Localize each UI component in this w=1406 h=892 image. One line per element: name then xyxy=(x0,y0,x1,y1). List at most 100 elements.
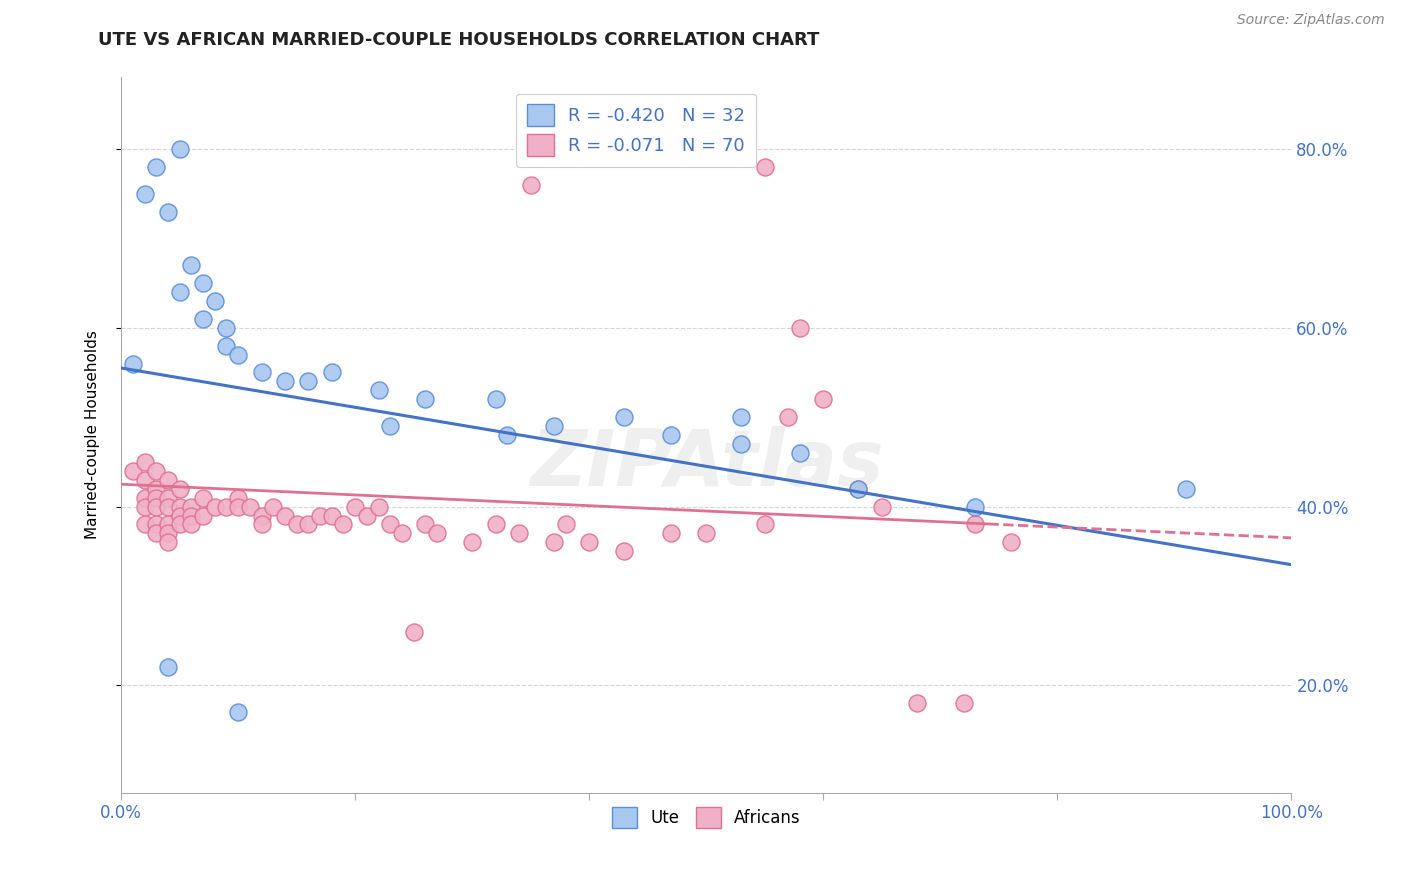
Point xyxy=(367,500,389,514)
Point xyxy=(191,311,214,326)
Point xyxy=(169,285,191,299)
Point xyxy=(191,491,214,505)
Point xyxy=(204,293,226,308)
Point xyxy=(226,491,249,505)
Point xyxy=(250,508,273,523)
Point xyxy=(215,338,238,352)
Point xyxy=(965,517,987,532)
Point xyxy=(250,366,273,380)
Point xyxy=(402,624,425,639)
Point xyxy=(415,517,437,532)
Point xyxy=(156,517,179,532)
Point xyxy=(226,705,249,719)
Point xyxy=(169,517,191,532)
Point xyxy=(730,437,752,451)
Point xyxy=(180,500,202,514)
Point xyxy=(134,473,156,487)
Point xyxy=(496,428,519,442)
Point xyxy=(613,544,636,558)
Point xyxy=(1000,535,1022,549)
Point xyxy=(250,517,273,532)
Point xyxy=(191,508,214,523)
Point xyxy=(156,660,179,674)
Point xyxy=(134,455,156,469)
Text: Source: ZipAtlas.com: Source: ZipAtlas.com xyxy=(1237,13,1385,28)
Point xyxy=(426,526,449,541)
Point xyxy=(274,508,297,523)
Point xyxy=(191,276,214,290)
Point xyxy=(215,500,238,514)
Point xyxy=(262,500,284,514)
Point xyxy=(695,526,717,541)
Point xyxy=(145,517,167,532)
Point xyxy=(169,142,191,156)
Point xyxy=(156,535,179,549)
Point xyxy=(789,446,811,460)
Point xyxy=(730,410,752,425)
Point xyxy=(519,178,541,192)
Point xyxy=(226,348,249,362)
Point xyxy=(965,500,987,514)
Point xyxy=(461,535,484,549)
Point xyxy=(297,517,319,532)
Point xyxy=(285,517,308,532)
Point xyxy=(659,428,682,442)
Point xyxy=(391,526,413,541)
Point xyxy=(1175,482,1198,496)
Point xyxy=(134,186,156,201)
Point xyxy=(204,500,226,514)
Point xyxy=(870,500,893,514)
Point xyxy=(554,517,576,532)
Point xyxy=(121,464,143,478)
Point xyxy=(297,375,319,389)
Point xyxy=(321,366,343,380)
Point xyxy=(145,526,167,541)
Point xyxy=(778,410,800,425)
Point xyxy=(543,535,565,549)
Point xyxy=(613,410,636,425)
Point xyxy=(848,482,870,496)
Point xyxy=(156,500,179,514)
Point xyxy=(156,491,179,505)
Point xyxy=(215,320,238,334)
Point xyxy=(156,526,179,541)
Point xyxy=(380,517,402,532)
Point xyxy=(543,419,565,434)
Point xyxy=(180,517,202,532)
Point xyxy=(848,482,870,496)
Text: ZIPAtlas: ZIPAtlas xyxy=(530,425,883,501)
Point xyxy=(169,482,191,496)
Point xyxy=(789,320,811,334)
Point xyxy=(356,508,378,523)
Point xyxy=(145,500,167,514)
Point xyxy=(145,491,167,505)
Point xyxy=(145,160,167,174)
Point xyxy=(321,508,343,523)
Text: UTE VS AFRICAN MARRIED-COUPLE HOUSEHOLDS CORRELATION CHART: UTE VS AFRICAN MARRIED-COUPLE HOUSEHOLDS… xyxy=(98,31,820,49)
Point xyxy=(180,258,202,272)
Point xyxy=(952,696,974,710)
Point xyxy=(905,696,928,710)
Point xyxy=(344,500,367,514)
Point xyxy=(659,526,682,541)
Point xyxy=(156,473,179,487)
Point xyxy=(226,500,249,514)
Point xyxy=(754,160,776,174)
Point xyxy=(134,491,156,505)
Point xyxy=(169,500,191,514)
Point xyxy=(309,508,332,523)
Legend: Ute, Africans: Ute, Africans xyxy=(605,801,807,834)
Point xyxy=(813,392,835,407)
Point xyxy=(485,517,508,532)
Point xyxy=(134,500,156,514)
Point xyxy=(415,392,437,407)
Point xyxy=(274,375,297,389)
Point xyxy=(754,517,776,532)
Point xyxy=(239,500,262,514)
Point xyxy=(180,508,202,523)
Point xyxy=(134,517,156,532)
Point xyxy=(485,392,508,407)
Point xyxy=(156,204,179,219)
Y-axis label: Married-couple Households: Married-couple Households xyxy=(86,331,100,540)
Point xyxy=(332,517,354,532)
